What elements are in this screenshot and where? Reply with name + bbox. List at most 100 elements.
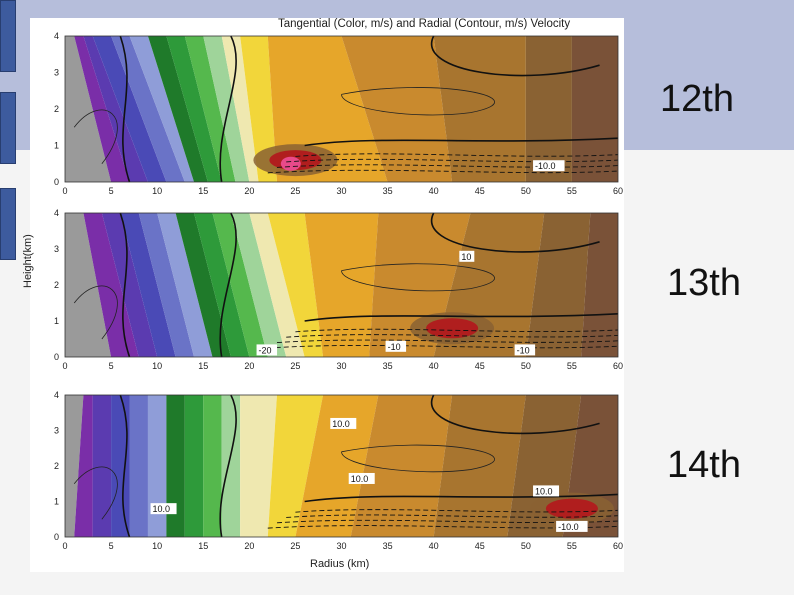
tangential-band bbox=[166, 395, 185, 537]
tangential-band bbox=[129, 36, 195, 182]
contour-label-bg bbox=[533, 160, 565, 172]
x-tick-label: 5 bbox=[109, 186, 114, 196]
tangential-band bbox=[74, 395, 93, 537]
radial-contour bbox=[430, 35, 600, 77]
x-tick-label: 0 bbox=[62, 361, 67, 371]
radial-contour-thin bbox=[73, 109, 118, 164]
y-tick-label: 0 bbox=[54, 352, 59, 362]
x-tick-label: 50 bbox=[521, 541, 531, 551]
radial-contour-thin bbox=[341, 263, 496, 292]
radial-contour-negative bbox=[295, 509, 619, 513]
y-tick-label: 3 bbox=[54, 426, 59, 436]
radial-contour-negative bbox=[286, 334, 619, 338]
x-tick-label: 0 bbox=[62, 186, 67, 196]
x-tick-label: 60 bbox=[613, 186, 623, 196]
contour-label: -20 bbox=[259, 345, 272, 355]
x-tick-label: 35 bbox=[383, 361, 393, 371]
chart-title: Tangential (Color, m/s) and Radial (Cont… bbox=[278, 18, 571, 30]
x-tick-label: 30 bbox=[336, 186, 346, 196]
x-tick-label: 55 bbox=[567, 361, 577, 371]
radial-contour bbox=[119, 212, 131, 358]
tangential-band bbox=[157, 213, 213, 357]
contour-label-bg bbox=[150, 503, 177, 515]
tangential-band bbox=[74, 36, 130, 182]
contour-label: -10.0 bbox=[535, 161, 556, 171]
panel-13th: 10 -20 -10 -10 0 5 10 15 20 25 30 35 40 45 50 55 60 0 1 2 3 4 bbox=[54, 208, 623, 371]
tangential-band bbox=[221, 36, 259, 182]
tangential-band bbox=[267, 395, 324, 537]
radial-contour-thin bbox=[341, 87, 496, 116]
contour-label-bg bbox=[330, 417, 357, 429]
tangential-band bbox=[240, 36, 277, 182]
contour-label-bg bbox=[556, 520, 588, 532]
tangential-band bbox=[138, 213, 195, 357]
tangential-band bbox=[65, 395, 84, 537]
x-tick-label: 15 bbox=[198, 541, 208, 551]
radial-contour-negative bbox=[276, 164, 619, 168]
tangential-band bbox=[295, 395, 379, 537]
radial-contour bbox=[219, 212, 237, 358]
tangential-core bbox=[426, 318, 479, 339]
radial-contour-negative bbox=[267, 169, 619, 174]
x-tick-label: 25 bbox=[290, 361, 300, 371]
panel-label-13th: 13th bbox=[667, 262, 741, 304]
tangential-band bbox=[65, 213, 112, 357]
y-tick-label: 4 bbox=[54, 390, 59, 400]
contour-label-bg bbox=[385, 340, 407, 352]
x-tick-label: 15 bbox=[198, 186, 208, 196]
tangential-band bbox=[525, 213, 591, 357]
radial-contour bbox=[430, 212, 600, 253]
contour-label-bg bbox=[459, 250, 475, 262]
panel-frame bbox=[64, 35, 619, 183]
panels-canvas: -10.00 5 10 15 20 25 30 35 40 45 50 55 600123410-20-… bbox=[54, 31, 623, 551]
panel-label-14th: 14th bbox=[667, 444, 741, 486]
radial-contour bbox=[219, 394, 237, 538]
tangential-band bbox=[304, 213, 379, 357]
contour-label: -10.0 bbox=[558, 522, 579, 532]
x-tick-label: 30 bbox=[336, 541, 346, 551]
contour-label: -10 bbox=[388, 342, 401, 352]
y-tick-label: 2 bbox=[54, 461, 59, 471]
panel-label-12th: 12th bbox=[660, 78, 734, 120]
radial-contour-thin bbox=[73, 466, 118, 520]
x-tick-label: 20 bbox=[244, 361, 254, 371]
contour-label: 10.0 bbox=[332, 419, 350, 429]
tangential-band bbox=[212, 213, 268, 357]
x-tick-label: 50 bbox=[521, 361, 531, 371]
tangential-band bbox=[111, 36, 185, 182]
contour-label: 10.0 bbox=[153, 504, 171, 514]
radial-contour bbox=[304, 137, 619, 147]
x-tick-label: 25 bbox=[290, 541, 300, 551]
y-tick-label: 1 bbox=[54, 316, 59, 326]
side-bar-1 bbox=[0, 0, 16, 72]
tangential-band bbox=[111, 395, 130, 537]
tangential-band bbox=[203, 36, 250, 182]
tangential-band bbox=[92, 36, 167, 182]
tangential-band bbox=[147, 395, 167, 537]
tangential-peak bbox=[280, 156, 301, 171]
tangential-band bbox=[571, 36, 618, 182]
x-tick-label: 55 bbox=[567, 186, 577, 196]
tangential-band bbox=[525, 36, 572, 182]
tangential-band bbox=[184, 36, 236, 182]
y-axis-label: Height(km) bbox=[22, 234, 34, 288]
panel-frame bbox=[64, 394, 619, 538]
y-tick-label: 2 bbox=[54, 104, 59, 114]
radial-contour-negative bbox=[286, 158, 619, 163]
x-tick-label: 5 bbox=[109, 361, 114, 371]
contour-label: 10.0 bbox=[351, 474, 369, 484]
tangential-band bbox=[369, 213, 471, 357]
tangential-band bbox=[147, 36, 208, 182]
x-tick-label: 15 bbox=[198, 361, 208, 371]
tangential-band bbox=[120, 213, 176, 357]
tangential-band bbox=[240, 395, 277, 537]
x-axis-label: Radius (km) bbox=[310, 558, 370, 570]
contour-label: 10.0 bbox=[535, 486, 553, 496]
x-tick-label: 0 bbox=[62, 541, 67, 551]
contour-label-bg bbox=[256, 344, 278, 356]
radial-contour bbox=[304, 493, 619, 503]
x-tick-label: 35 bbox=[383, 541, 393, 551]
contour-label-bg bbox=[514, 344, 536, 356]
y-tick-label: 1 bbox=[54, 497, 59, 507]
tangential-band bbox=[433, 36, 526, 182]
